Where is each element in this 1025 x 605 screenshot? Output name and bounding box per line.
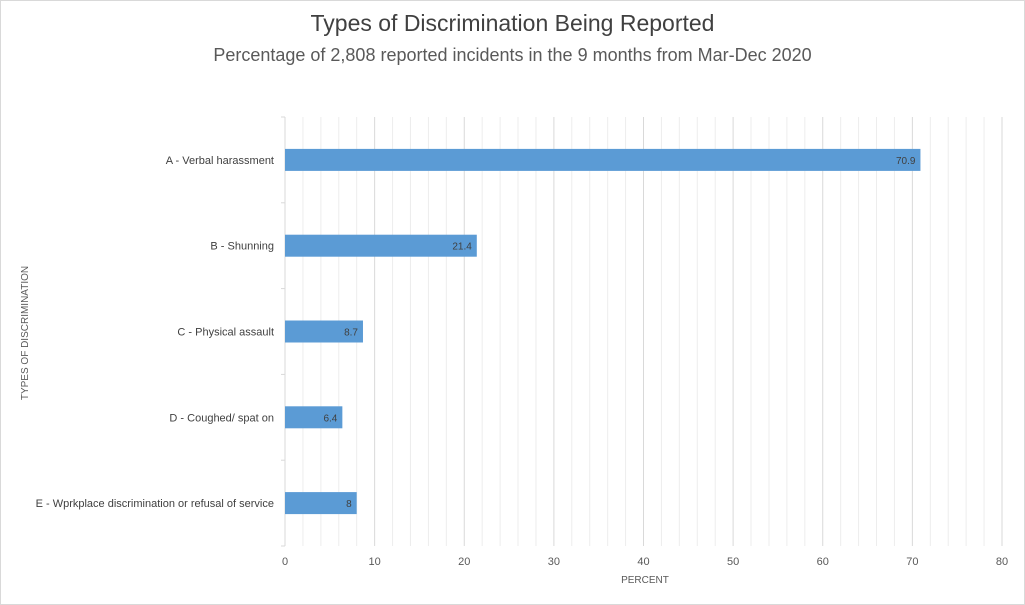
category-label: C - Physical assault [177, 327, 274, 339]
chart-subtitle: Percentage of 2,808 reported incidents i… [213, 45, 812, 65]
x-tick-label: 80 [996, 556, 1008, 568]
category-labels: A - Verbal harassment B - Shunning C - Phy… [36, 155, 274, 510]
x-tick-label: 30 [548, 556, 560, 568]
gridlines [281, 116, 1003, 547]
bar-value-label: 8 [346, 499, 352, 510]
x-tick-label: 10 [369, 556, 381, 568]
bar [285, 148, 921, 171]
bar-value-label: 70.9 [896, 156, 916, 167]
bar [285, 234, 477, 257]
x-tick-labels: 0 10 20 30 40 50 60 70 80 [282, 556, 1008, 568]
bar-value-label: 6.4 [323, 413, 337, 424]
category-label: D - Coughed/ spat on [169, 412, 274, 424]
bar [285, 320, 363, 343]
x-tick-label: 0 [282, 556, 288, 568]
bars: 70.9 21.4 8.7 6.4 8 [285, 148, 921, 515]
bar [285, 492, 357, 515]
category-label: A - Verbal harassment [166, 155, 274, 167]
x-tick-label: 60 [817, 556, 829, 568]
x-tick-label: 20 [458, 556, 470, 568]
category-label: B - Shunning [210, 241, 274, 253]
x-tick-label: 70 [906, 556, 918, 568]
category-label: E - Wprkplace discrimination or refusal … [36, 498, 274, 510]
bar-value-label: 21.4 [452, 242, 472, 253]
x-tick-label: 50 [727, 556, 739, 568]
x-tick-label: 40 [637, 556, 649, 568]
bar-value-label: 8.7 [344, 328, 358, 339]
bar [285, 406, 343, 429]
x-axis-title: PERCENT [621, 575, 669, 586]
y-axis-title: TYPES OF DISCRIMINATION [20, 266, 31, 400]
chart-title: Types of Discrimination Being Reported [310, 10, 715, 36]
